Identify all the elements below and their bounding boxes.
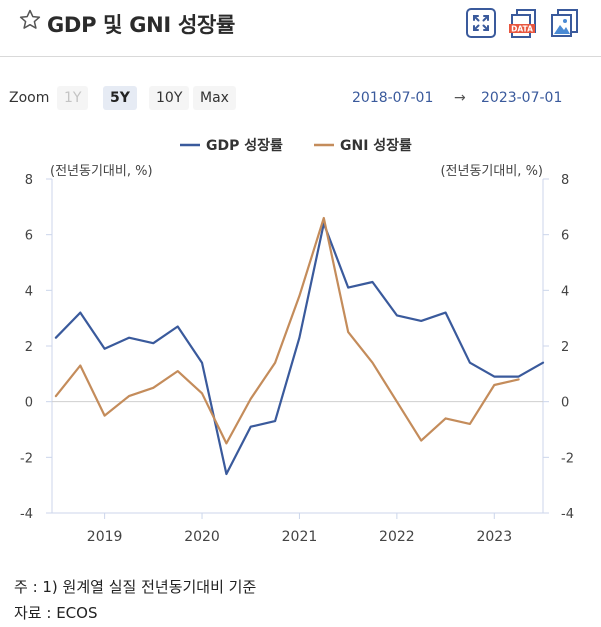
data-download-icon: DATA xyxy=(509,9,536,38)
footnotes: 주 : 1) 원계열 실질 전년동기대비 기준 자료 : ECOS xyxy=(14,574,256,626)
y-tick-label-left: -2 xyxy=(20,451,33,466)
y-tick-label-left: 2 xyxy=(25,340,33,355)
x-tick-label: 2020 xyxy=(184,529,220,545)
y-tick-label-right: 8 xyxy=(561,173,569,188)
zoom-5y-button[interactable]: 5Y xyxy=(103,86,137,110)
x-tick-label: 2022 xyxy=(379,529,415,545)
y-tick-label-left: -4 xyxy=(20,507,33,522)
legend-label: GDP 성장률 xyxy=(206,137,283,154)
y-tick-label-right: 2 xyxy=(561,340,569,355)
y-tick-label-right: -2 xyxy=(561,451,574,466)
y-tick-label-right: 0 xyxy=(561,396,569,411)
image-download-button[interactable] xyxy=(549,8,579,38)
y-tick-label-left: 6 xyxy=(25,229,33,244)
y-tick-label-left: 8 xyxy=(25,173,33,188)
zoom-1y-button[interactable]: 1Y xyxy=(57,86,89,110)
right-axis-unit: (전년동기대비, %) xyxy=(440,164,543,179)
series-line-gni xyxy=(54,216,520,445)
y-tick-label-right: 6 xyxy=(561,229,569,244)
zoom-10y-button[interactable]: 10Y xyxy=(149,86,190,110)
y-tick-label-left: 0 xyxy=(25,396,33,411)
data-badge-text: DATA xyxy=(511,25,533,34)
expand-button[interactable] xyxy=(466,8,496,38)
data-download-button[interactable]: DATA xyxy=(508,8,538,38)
zoom-toolbar: Zoom 1Y 5Y 10Y Max 2018-07-01 → 2023-07-… xyxy=(0,86,601,112)
x-tick-label: 2019 xyxy=(87,529,123,545)
legend-label: GNI 성장률 xyxy=(340,137,412,154)
chart-header: GDP 및 GNI 성장률 DATA xyxy=(0,0,601,50)
left-axis-unit: (전년동기대비, %) xyxy=(50,164,153,179)
zoom-label: Zoom xyxy=(9,90,50,106)
footnote-basis: 주 : 1) 원계열 실질 전년동기대비 기준 xyxy=(14,578,257,596)
footnote-source: 자료 : ECOS xyxy=(14,604,98,622)
growth-line-chart: -4 -4 -2 -2 0 0 2 2 4 4 6 6 8 8 (전년동기대비, %) (전년동기대비, %)… xyxy=(20,137,574,545)
series-line-gdp xyxy=(54,222,545,476)
y-tick-label-right: -4 xyxy=(561,507,574,522)
y-tick-label-right: 4 xyxy=(561,284,569,299)
x-tick-label: 2023 xyxy=(476,529,512,545)
zoom-max-button[interactable]: Max xyxy=(193,86,236,110)
page-title: GDP 및 GNI 성장률 xyxy=(47,13,235,37)
expand-icon xyxy=(473,15,489,31)
y-tick-label-left: 4 xyxy=(25,284,33,299)
star-icon[interactable] xyxy=(18,8,42,32)
range-to-date[interactable]: 2023-07-01 xyxy=(481,90,563,106)
header-divider xyxy=(0,56,601,57)
range-from-date[interactable]: 2018-07-01 xyxy=(352,90,434,106)
image-download-icon xyxy=(551,9,578,37)
range-arrow: → xyxy=(454,90,466,106)
x-tick-label: 2021 xyxy=(282,529,318,545)
